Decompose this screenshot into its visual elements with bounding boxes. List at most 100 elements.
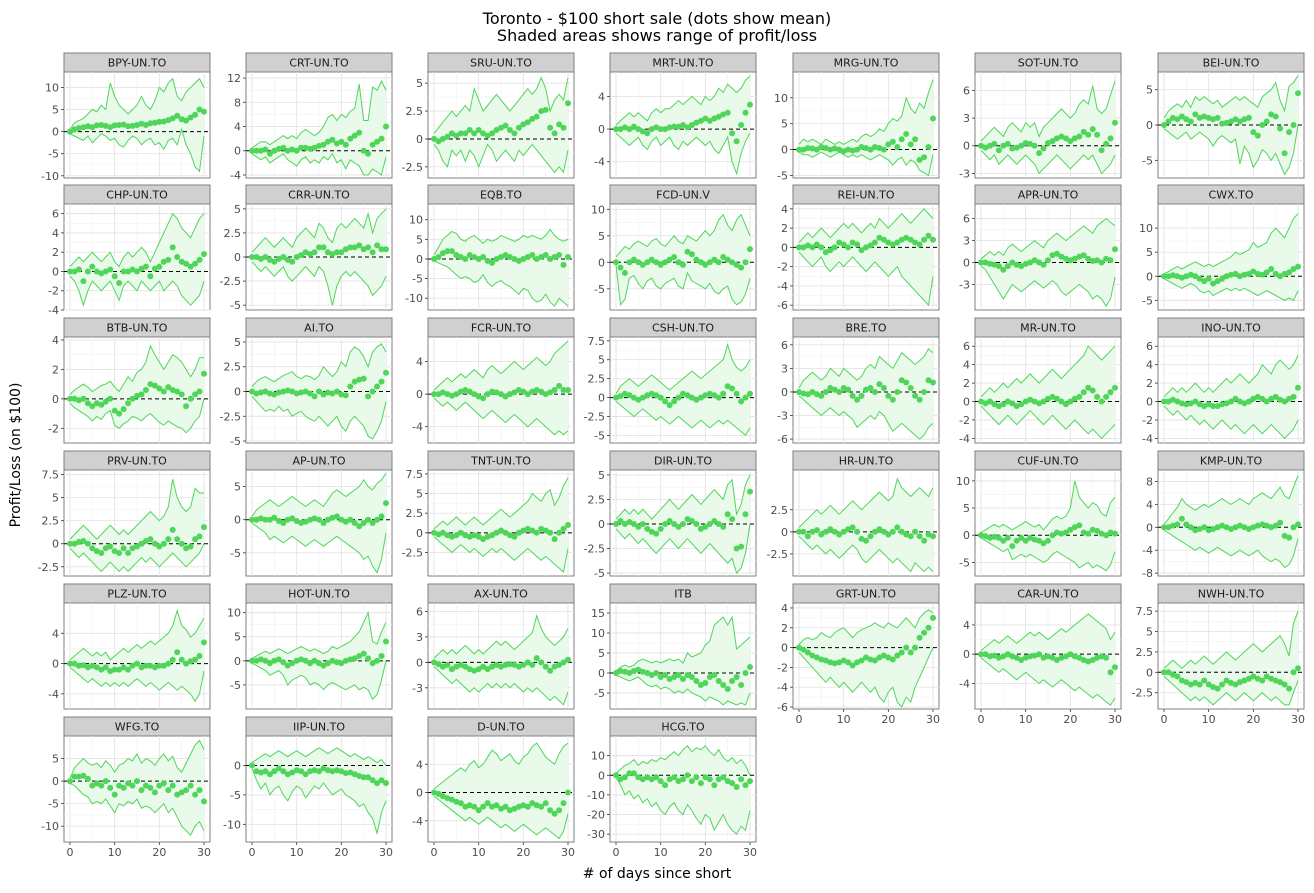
mean-point: [187, 782, 194, 789]
x-tick-label: 0: [249, 846, 256, 859]
mean-point: [1049, 532, 1056, 539]
y-tick-label: -2.5: [402, 161, 423, 174]
y-tick-label: 2.5: [406, 507, 424, 520]
y-tick-label: 10: [774, 92, 788, 105]
mean-point: [889, 656, 896, 663]
mean-point: [688, 518, 695, 524]
mean-point: [116, 550, 123, 556]
mean-point: [333, 513, 340, 520]
mean-point: [165, 787, 172, 794]
x-tick-label: 30: [743, 846, 757, 859]
mean-point: [715, 259, 722, 266]
y-tick-label: 8: [234, 96, 241, 109]
mean-point: [916, 156, 923, 163]
mean-point: [630, 256, 637, 263]
mean-point: [1268, 395, 1275, 402]
mean-point: [1045, 257, 1051, 264]
range-ribbon: [981, 346, 1115, 439]
y-tick-label: 0: [781, 386, 788, 399]
mean-point: [804, 242, 811, 249]
mean-point: [192, 260, 199, 267]
mean-point: [134, 122, 140, 128]
y-tick-label: 5: [52, 104, 59, 117]
y-tick-label: 5: [598, 230, 605, 243]
mean-point: [316, 142, 322, 149]
y-tick-label: -3: [412, 682, 423, 695]
mean-point: [75, 773, 82, 780]
facet-data: [64, 212, 210, 307]
mean-point: [67, 540, 73, 547]
mean-point: [1161, 398, 1167, 405]
mean-point: [831, 528, 838, 535]
mean-point: [249, 762, 255, 769]
mean-point: [1161, 273, 1167, 280]
range-ribbon: [981, 480, 1115, 571]
mean-point: [298, 520, 305, 526]
x-tick-label: 10: [1202, 713, 1216, 726]
mean-point: [840, 528, 847, 535]
mean-point: [822, 657, 829, 664]
y-tick-label: 3: [963, 112, 970, 125]
mean-point: [134, 268, 140, 275]
mean-point: [138, 540, 145, 547]
mean-point: [311, 144, 318, 151]
mean-point: [356, 376, 363, 383]
mean-point: [1196, 681, 1203, 688]
mean-point: [120, 784, 127, 791]
mean-point: [742, 259, 749, 266]
mean-point: [711, 782, 718, 789]
mean-point: [125, 550, 132, 556]
mean-point: [431, 789, 437, 796]
mean-point: [1098, 147, 1105, 154]
mean-point: [1040, 261, 1047, 268]
mean-point: [648, 776, 655, 783]
mean-point: [271, 147, 278, 154]
mean-point: [1067, 398, 1074, 405]
mean-point: [538, 525, 545, 532]
mean-point: [98, 401, 105, 408]
mean-point: [538, 803, 545, 810]
facet-data: [64, 77, 210, 173]
mean-point: [351, 244, 358, 251]
mean-point: [653, 774, 660, 781]
mean-point: [1169, 114, 1176, 121]
y-tick-label: 5: [234, 203, 241, 216]
range-upper-line: [433, 228, 569, 256]
mean-point: [556, 121, 563, 128]
mean-point: [671, 254, 678, 260]
mean-point: [266, 771, 273, 778]
mean-point: [475, 533, 482, 540]
mean-point: [854, 528, 861, 535]
mean-point: [1210, 280, 1217, 287]
mean-point: [697, 117, 704, 124]
facet-panel: AX-UN.TO -3 0 3 6: [412, 583, 575, 710]
facet-data: [428, 76, 574, 174]
mean-point: [675, 394, 682, 401]
mean-point: [1223, 524, 1230, 531]
mean-point: [351, 132, 358, 139]
mean-point: [1210, 526, 1217, 532]
mean-point: [706, 117, 713, 124]
mean-point: [1004, 534, 1011, 541]
mean-point: [520, 256, 527, 262]
mean-point: [142, 538, 149, 544]
mean-point: [863, 654, 869, 661]
mean-point: [1250, 673, 1257, 680]
mean-point: [916, 634, 923, 641]
mean-point: [311, 249, 318, 256]
facet-data: [428, 340, 574, 436]
mean-point: [903, 131, 910, 137]
facet-strip-label: AI.TO: [304, 322, 334, 335]
mean-point: [67, 660, 73, 667]
mean-point: [93, 664, 100, 671]
range-ribbon: [70, 740, 204, 836]
mean-point: [648, 126, 655, 133]
mean-point: [635, 259, 642, 266]
mean-point: [871, 144, 878, 150]
facet-strip-label: WFG.TO: [115, 721, 160, 734]
mean-point: [889, 138, 896, 145]
facet-strip-label: MR-UN.TO: [1020, 322, 1076, 335]
mean-point: [1045, 653, 1051, 660]
mean-point: [898, 377, 905, 384]
mean-point: [156, 782, 163, 789]
